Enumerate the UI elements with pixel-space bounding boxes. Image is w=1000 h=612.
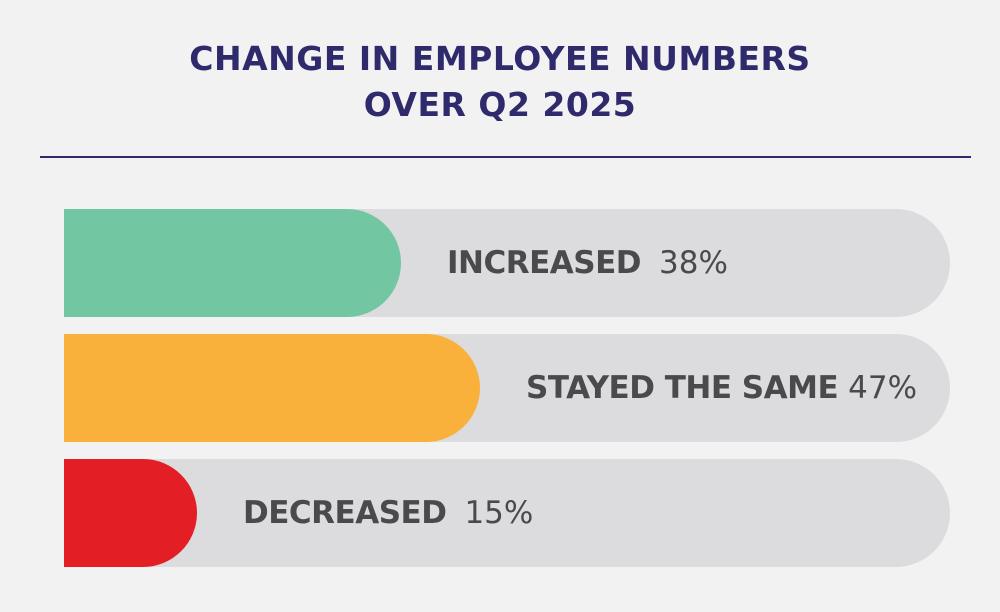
bar-label-stayed-the-same: STAYED THE SAME 47% bbox=[526, 334, 917, 442]
chart-title: CHANGE IN EMPLOYEE NUMBERS OVER Q2 2025 bbox=[0, 36, 1000, 128]
value-label: 15% bbox=[464, 495, 534, 531]
bar-track-stayed-the-same: STAYED THE SAME 47% bbox=[64, 334, 950, 442]
category-label: STAYED THE SAME bbox=[526, 370, 839, 406]
value-label: 47% bbox=[848, 370, 918, 406]
bar-label-increased: INCREASED 38% bbox=[447, 209, 728, 317]
bar-decreased bbox=[64, 459, 197, 567]
bar-track-decreased: DECREASED 15% bbox=[64, 459, 950, 567]
category-label: INCREASED bbox=[447, 245, 642, 281]
bar-stayed-the-same bbox=[64, 334, 480, 442]
title-divider bbox=[40, 156, 971, 158]
bar-increased bbox=[64, 209, 401, 317]
value-label: 38% bbox=[659, 245, 728, 281]
bar-label-decreased: DECREASED 15% bbox=[243, 459, 533, 567]
chart-title-line-2: OVER Q2 2025 bbox=[363, 85, 637, 124]
category-label: DECREASED bbox=[243, 495, 447, 531]
chart-title-line-1: CHANGE IN EMPLOYEE NUMBERS bbox=[189, 39, 811, 78]
bar-track-increased: INCREASED 38% bbox=[64, 209, 950, 317]
